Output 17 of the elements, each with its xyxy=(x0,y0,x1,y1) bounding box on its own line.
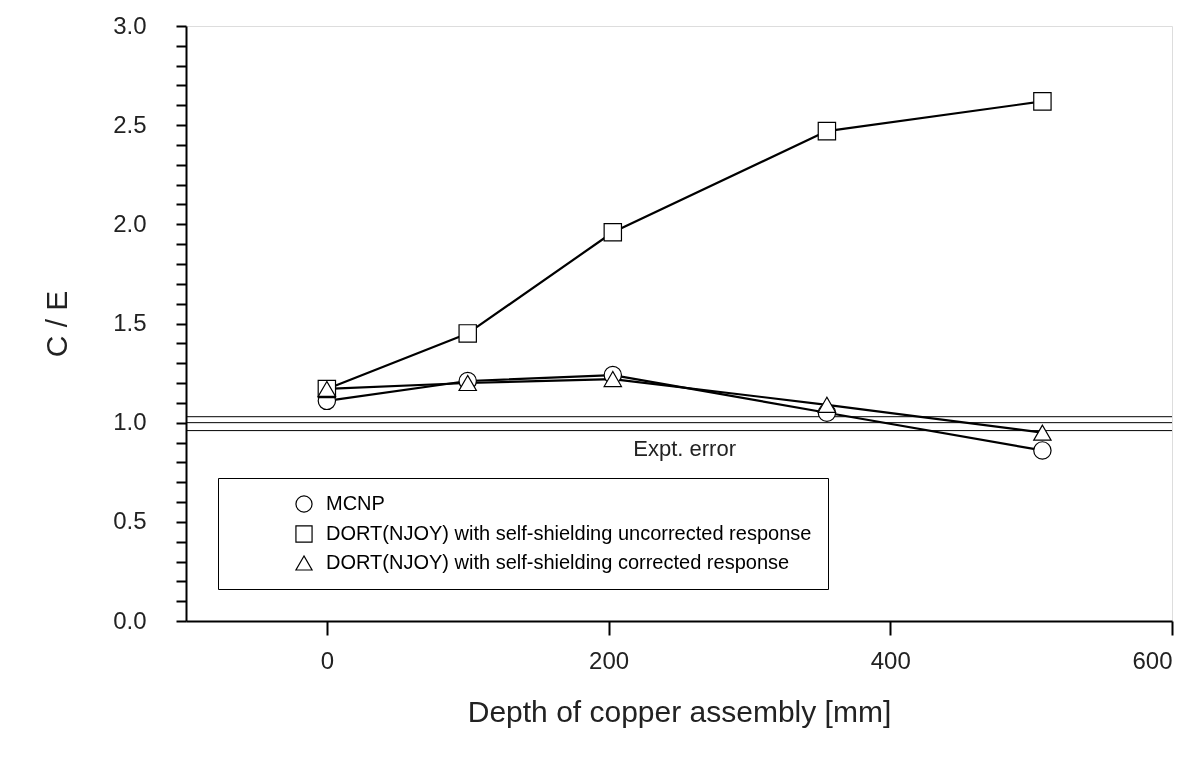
legend-label: DORT(NJOY) with self-shielding corrected response xyxy=(326,551,790,573)
y-tick-label: 2.5 xyxy=(113,110,147,138)
y-axis-title: C / E xyxy=(40,290,74,358)
y-tick-label: 2.0 xyxy=(113,209,147,237)
x-tick-label: 400 xyxy=(870,646,911,674)
y-tick-label: 1.5 xyxy=(113,309,147,336)
y-tick-label: 3.0 xyxy=(113,11,147,39)
x-tick-label: 200 xyxy=(589,646,630,674)
x-tick-label: 0 xyxy=(320,646,335,674)
y-tick-label: 0.5 xyxy=(113,507,147,535)
ref-line-label: Expt. error xyxy=(633,435,736,461)
x-tick-label: 600 xyxy=(1132,646,1173,674)
y-tick-label: 0.0 xyxy=(113,606,147,634)
legend-label: MCNP xyxy=(326,492,385,514)
y-tick-label: 1.0 xyxy=(113,408,147,436)
legend-label: DORT(NJOY) with self-shielding uncorrected response xyxy=(326,522,812,544)
x-axis-title: Depth of copper assembly [mm] xyxy=(467,694,892,728)
